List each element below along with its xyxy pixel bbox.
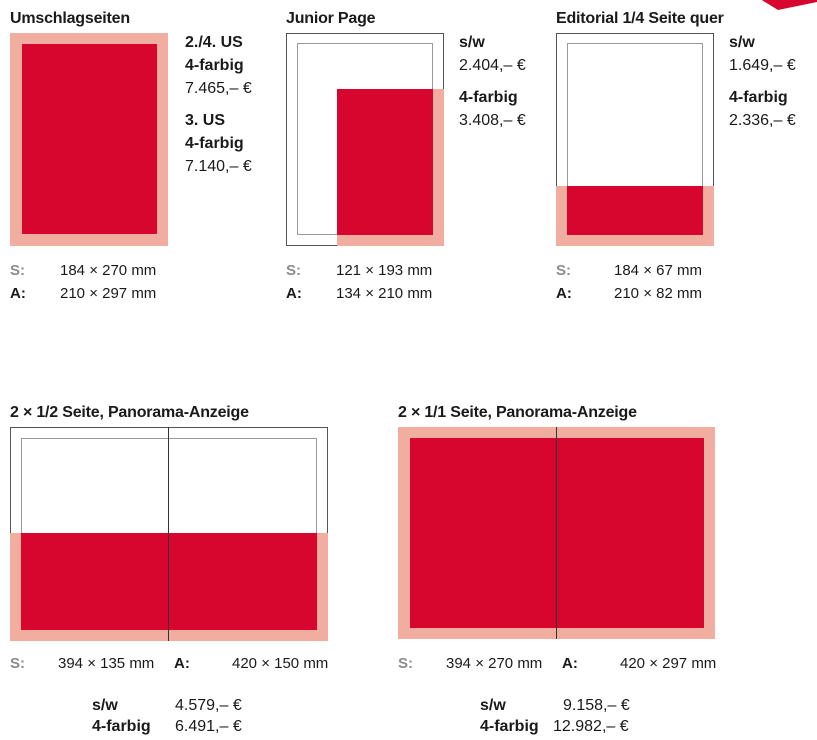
full-panorama-a-value: 420 × 297 mm (620, 655, 717, 672)
us24-label: 2./4. US (185, 34, 243, 51)
half-panorama-s-key: S: (10, 655, 25, 672)
half-panorama-sw-label: s/w (92, 697, 118, 714)
editorial-title: Editorial 1/4 Seite quer (556, 10, 724, 27)
editorial-a-key: A: (556, 285, 572, 302)
half-panorama-s-value: 394 × 135 mm (58, 655, 155, 672)
editorial-color-label: 4-farbig (729, 89, 788, 106)
umschlag-s-value: 184 × 270 mm (60, 262, 157, 279)
umschlag-s-key: S: (10, 262, 25, 279)
full-panorama-sw-label: s/w (480, 697, 506, 714)
umschlag-a-key: A: (10, 285, 26, 302)
junior-a-value: 134 × 210 mm (336, 285, 433, 302)
half-panorama-a-value: 420 × 150 mm (232, 655, 329, 672)
half-panorama-a-key: A: (174, 655, 190, 672)
junior-s-value: 121 × 193 mm (336, 262, 433, 279)
editorial-sw-label: s/w (729, 34, 755, 51)
full-panorama-title: 2 × 1/1 Seite, Panorama-Anzeige (398, 404, 637, 421)
us3-label: 3. US (185, 112, 226, 129)
junior-sw-price: 2.404,– € (459, 57, 526, 74)
junior-a-key: A: (286, 285, 302, 302)
editorial-a-value: 210 × 82 mm (614, 285, 702, 302)
junior-color-price: 3.408,– € (459, 112, 526, 129)
us24-color: 4-farbig (185, 57, 244, 74)
junior-s-key: S: (286, 262, 301, 279)
editorial-sw-price: 1.649,– € (729, 57, 796, 74)
corner-decoration (761, 0, 817, 10)
half-panorama-color-label: 4-farbig (92, 718, 151, 735)
half-panorama-color-price: 6.491,– € (175, 718, 242, 735)
full-panorama-a-key: A: (562, 655, 578, 672)
umschlag-a-value: 210 × 297 mm (60, 285, 157, 302)
junior-title: Junior Page (286, 10, 376, 27)
junior-sw-label: s/w (459, 34, 485, 51)
full-panorama-sw-price: 9.158,– € (563, 697, 630, 714)
us3-color: 4-farbig (185, 135, 244, 152)
junior-color-label: 4-farbig (459, 89, 518, 106)
editorial-color-price: 2.336,– € (729, 112, 796, 129)
half-panorama-sw-price: 4.579,– € (175, 697, 242, 714)
editorial-s-key: S: (556, 262, 571, 279)
half-panorama-title: 2 × 1/2 Seite, Panorama-Anzeige (10, 404, 249, 421)
full-panorama-s-key: S: (398, 655, 413, 672)
us3-price: 7.140,– € (185, 158, 252, 175)
full-panorama-color-price: 12.982,– € (553, 718, 629, 735)
full-panorama-color-label: 4-farbig (480, 718, 539, 735)
editorial-s-value: 184 × 67 mm (614, 262, 702, 279)
us24-price: 7.465,– € (185, 80, 252, 97)
full-panorama-s-value: 394 × 270 mm (446, 655, 543, 672)
umschlag-title: Umschlagseiten (10, 10, 130, 27)
